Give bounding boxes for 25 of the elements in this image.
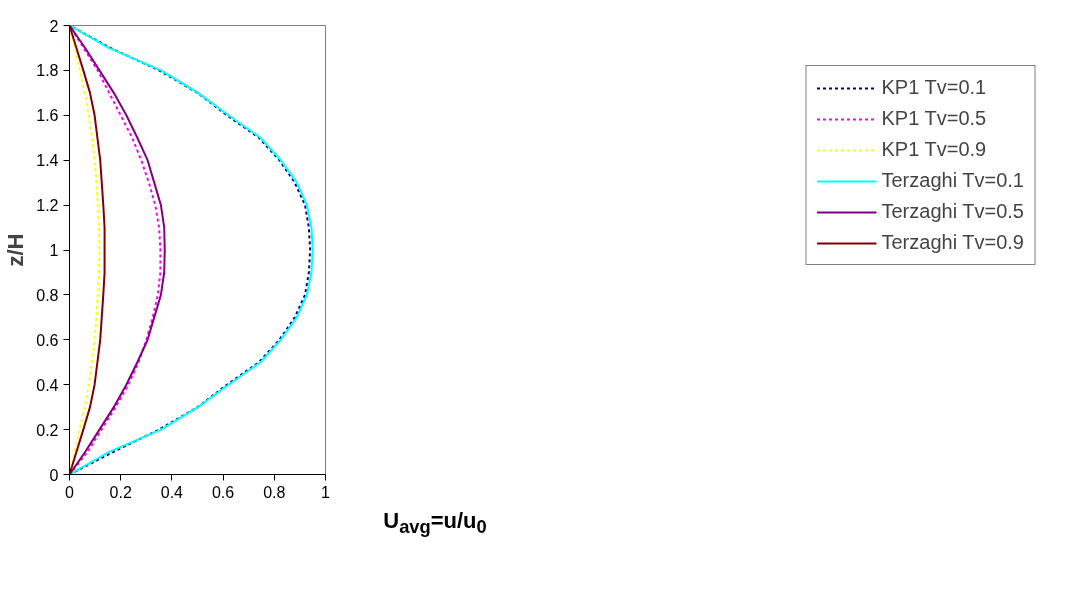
y-tick-label: 1.4 bbox=[36, 152, 59, 170]
x-tick-label: 0.2 bbox=[109, 483, 132, 501]
y-tick-label: 1 bbox=[49, 242, 59, 259]
x-tick-label: 0.8 bbox=[263, 483, 286, 501]
x-tick-label: 0.4 bbox=[160, 483, 184, 501]
y-tick-label: 0.4 bbox=[36, 376, 59, 394]
x-tick-label: 0 bbox=[65, 483, 75, 501]
legend-label: KP1 Tv=0.1 bbox=[881, 76, 987, 99]
y-tick-label: 0.8 bbox=[36, 286, 59, 304]
x-tick-label: 1 bbox=[321, 483, 331, 501]
y-tick-label: 1.8 bbox=[36, 62, 59, 80]
y-tick-label: 1.6 bbox=[36, 107, 59, 125]
legend-label: Terzaghi Tv=0.1 bbox=[881, 169, 1024, 192]
y-tick-label: 0.2 bbox=[36, 421, 59, 439]
y-tick-label: 0 bbox=[49, 466, 59, 484]
legend-label: Terzaghi Tv=0.5 bbox=[881, 200, 1024, 223]
x-axis-title: U$_{avg}$=u/u$_{0}$ bbox=[383, 507, 487, 540]
y-tick-label: 1.2 bbox=[36, 197, 59, 215]
y-axis-title: z/H bbox=[3, 233, 29, 267]
legend-label: KP1 Tv=0.9 bbox=[881, 138, 987, 161]
x-tick-label: 0.6 bbox=[211, 483, 235, 501]
y-tick-label: 0.6 bbox=[36, 331, 59, 349]
legend-label: Terzaghi Tv=0.9 bbox=[881, 231, 1024, 254]
y-tick-label: 2 bbox=[49, 17, 59, 35]
legend-label: KP1 Tv=0.5 bbox=[881, 107, 987, 130]
